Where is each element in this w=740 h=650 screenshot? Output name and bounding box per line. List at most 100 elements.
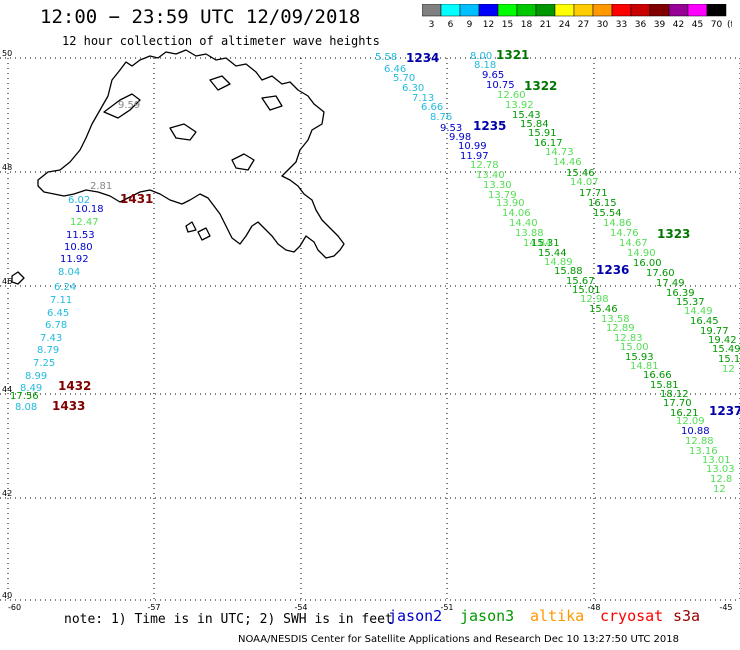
wave-height-value: 8.79 [37,345,59,356]
legend-unit: (ft) [727,20,732,30]
lon-tick-label: -48 [587,603,600,612]
wave-height-value: 12 [722,364,735,375]
wave-height-value: 9.59 [118,100,140,111]
wave-height-value: 15.88 [554,266,583,277]
legend-label: 42 [673,20,684,30]
pass-number-label: 1234 [406,51,439,65]
wave-height-value: 19.42 [708,335,737,346]
wave-height-value: 13.01 [702,455,731,466]
wave-height-value: 13.79 [488,190,517,201]
wave-height-value: 13.16 [689,446,718,457]
wave-height-value: 13.92 [505,100,534,111]
legend-label: 9 [467,20,473,30]
wave-height-value: 10.99 [458,141,487,152]
wave-height-value: 12.98 [580,294,609,305]
wave-height-value: 15.46 [589,304,618,315]
legend-label: 45 [692,20,703,30]
pass-number-label: 1431 [120,192,153,206]
pass-number-label: 1432 [58,379,91,393]
wave-height-value: 15.54 [593,208,622,219]
wave-height-value: 6.24 [54,282,76,293]
wave-height-value: 15.00 [620,342,649,353]
wave-height-value: 17.49 [656,278,685,289]
newfoundland-coastline [11,49,345,285]
legend-label: 21 [540,20,551,30]
map-title: 12:00 − 23:59 UTC 12/09/2018 [40,6,361,28]
wave-height-value: 16.39 [666,288,695,299]
legend-swatch [706,4,727,17]
wave-height-readings: 5.586.465.706.307.136.668.769.539.9810.9… [10,51,740,495]
wave-height-value: 14.06 [502,208,531,219]
lat-tick-label: 46 [2,277,12,286]
wave-height-value: 16.15 [588,198,617,209]
wave-height-value: 12 [713,484,726,495]
wave-height-value: 15.37 [676,297,705,308]
lat-tick-label: 48 [2,163,12,172]
wave-height-value: 6.45 [47,308,69,319]
wave-height-value: 15.91 [528,128,557,139]
pass-number-label: 1236 [596,263,629,277]
wave-height-value: 7.11 [50,295,72,306]
wave-height-value: 16.45 [690,316,719,327]
wave-height-value: 10.18 [75,204,104,215]
legend-label: 27 [578,20,589,30]
lon-tick-label: -54 [294,603,307,612]
wave-height-value: 12.83 [614,333,643,344]
legend-label: 36 [635,20,647,30]
wave-height-value: 10.80 [64,242,93,253]
wave-height-value: 12.78 [470,160,499,171]
wave-height-value: 2.81 [90,181,112,192]
wave-height-value: 8.04 [58,267,80,278]
lon-tick-label: -57 [147,603,160,612]
wave-height-value: 15.49 [712,344,740,355]
wave-height-value: 10.75 [486,80,515,91]
wave-height-value: 6.30 [402,83,424,94]
wave-height-value: 8.99 [25,371,47,382]
wave-height-value: 11.92 [60,254,89,265]
wave-height-value: 14.84 [523,238,552,249]
wave-height-value: 15.1 [718,354,740,365]
wave-height-value: 16.00 [633,258,662,269]
wave-height-value: 9.98 [449,132,471,143]
lon-tick-label: -45 [719,603,732,612]
wave-height-value: 15.84 [520,119,549,130]
legend-label: 18 [521,20,533,30]
wave-height-value: 14.49 [684,306,713,317]
mission-s3a: s3a [673,607,700,625]
wave-height-value: 15.81 [650,380,679,391]
wave-height-value: 13.40 [476,170,505,181]
mission-cryosat: cryosat [600,607,663,625]
wave-height-value: 14.76 [610,228,639,239]
wave-height-value: 17.71 [579,188,608,199]
wave-height-value: 13.90 [496,198,525,209]
mission-cryosat-label: cryosat [600,607,664,625]
pass-number-label: 1235 [473,119,506,133]
pass-labels: 1234 1321 1322 1235 1323 1236 1237 1431 1432 1433 [52,48,740,418]
axis-labels: 50 48 46 44 42 40 -60 -57 -54 -51 -48 -45 [2,49,733,612]
legend-label: 3 [429,20,435,30]
mission-altika: altika [530,607,584,625]
wave-height-value: 16.21 [670,408,699,419]
wave-height-value: 15.67 [566,276,595,287]
wave-height-value: 10.88 [681,426,710,437]
wave-height-value: 13.58 [601,314,630,325]
lat-tick-label: 50 [2,49,12,58]
wave-height-value: 5.58 [375,52,397,63]
legend-label: 33 [616,20,627,30]
wave-height-value: 6.02 [68,195,90,206]
legend-label: 6 [448,20,454,30]
wave-height-value: 6.46 [384,64,406,75]
wave-height-value: 9.53 [440,123,462,134]
lon-tick-label: -51 [440,603,453,612]
wave-height-value: 7.25 [33,358,55,369]
wave-height-value: 6.66 [421,102,443,113]
wave-height-value: 14.46 [553,157,582,168]
mission-jason3-label: jason3 [460,607,515,625]
wave-height-value: 16.17 [534,138,563,149]
wave-height-value: 17.60 [646,268,675,279]
wave-height-value: 15.44 [538,248,567,259]
wave-height-value: 14.07 [570,177,599,188]
wave-height-value: 8.76 [430,112,452,123]
legend-label: 39 [654,20,666,30]
